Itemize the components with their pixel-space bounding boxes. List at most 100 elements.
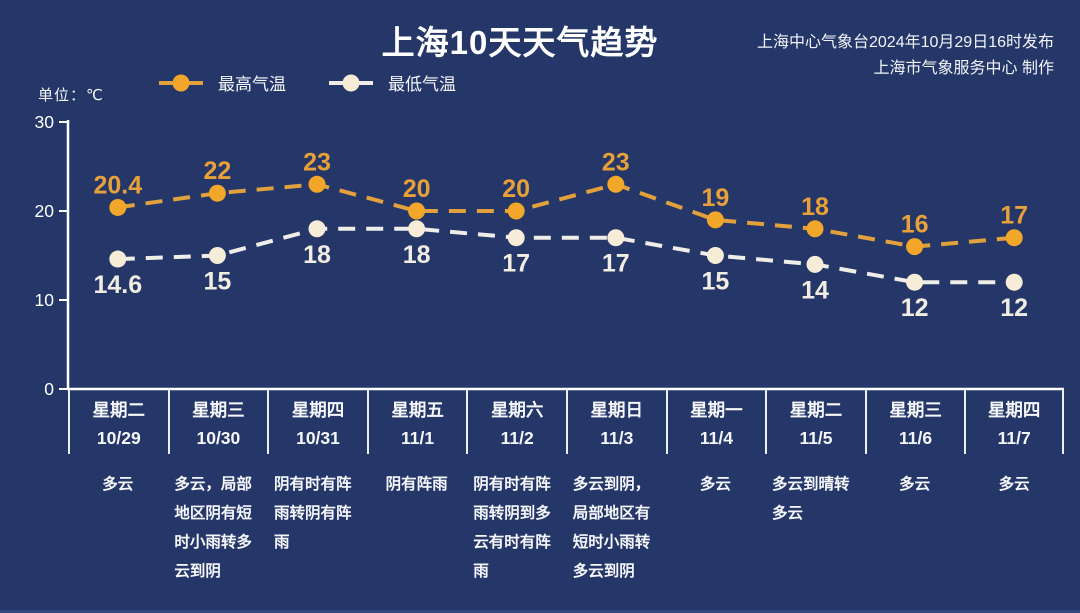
date-label: 10/30 (196, 428, 241, 448)
weekday-label: 星期四 (291, 400, 345, 420)
high-temp-value-label: 23 (303, 148, 331, 176)
low-temp-point (308, 220, 326, 238)
x-axis-weather-labels: 多云 多云，局部地区阴有短时小雨转多云到阴 阴有时有阵雨转阴有阵雨 阴有阵雨 阴有时有阵… (68, 456, 1064, 586)
low-temp-point (1005, 273, 1023, 291)
unit-label: 单位：℃ (38, 87, 104, 104)
date-label: 11/1 (401, 428, 435, 448)
low-temp-value-label: 18 (403, 241, 431, 269)
bottom-accent-strip (0, 610, 1080, 613)
day-date-cell: 星期三 10/30 (167, 390, 268, 454)
low-temp-point (607, 229, 625, 247)
weather-cell: 多云 (865, 456, 965, 586)
weather-cell: 阴有时有阵雨转阴到多云有时有阵雨 (466, 456, 566, 586)
high-temp-point (806, 220, 824, 238)
weekday-label: 星期二 (789, 400, 843, 420)
weather-cell: 多云，局部地区阴有短时小雨转多云到阴 (168, 456, 268, 586)
weekday-label: 星期三 (889, 400, 942, 420)
high-temp-value-label: 17 (1000, 202, 1028, 230)
day-date-cell: 星期二 10/29 (68, 390, 168, 454)
high-temp-point (208, 184, 226, 202)
high-temp-value-label: 19 (701, 184, 729, 212)
low-temp-value-label: 15 (203, 268, 231, 296)
day-date-cell: 星期五 11/1 (366, 390, 467, 454)
weather-cell: 多云 (666, 456, 766, 586)
low-temp-point (208, 247, 226, 264)
date-label: 11/4 (699, 428, 733, 448)
low-temp-value-label: 12 (901, 294, 929, 322)
weather-description: 多云 (998, 476, 1030, 493)
source-info: 上海中心气象台2024年10月29日16时发布 上海市气象服务中心 制作 (757, 30, 1054, 82)
weekday-label: 星期四 (987, 400, 1041, 420)
day-date-cell: 星期六 11/2 (466, 390, 566, 454)
date-label: 11/6 (899, 428, 933, 448)
y-axis-tick-label: 20 (35, 201, 55, 221)
low-temp-legend-marker-icon (329, 74, 373, 91)
weather-description: 多云到晴转多云 (771, 476, 850, 522)
low-temp-value-label: 14 (801, 276, 829, 304)
low-temp-value-label: 15 (701, 268, 729, 296)
high-temp-value-label: 16 (901, 211, 929, 239)
high-temp-value-label: 20 (502, 175, 530, 203)
low-temp-point (507, 229, 525, 247)
date-label: 10/29 (96, 428, 141, 448)
legend-item-high-temp[interactable]: 最高气温 (158, 70, 286, 95)
weekday-label: 星期日 (590, 400, 644, 420)
weather-description: 多云，局部地区阴有短时小雨转多云到阴 (174, 476, 252, 580)
weather-cell: 多云到阴，局部地区有短时小雨转多云到阴 (566, 456, 666, 586)
high-temp-line (117, 182, 1015, 249)
high-temp-point (1005, 229, 1023, 247)
weather-description: 多云 (699, 476, 731, 493)
low-temp-value-label: 17 (602, 250, 630, 278)
weather-cell: 多云 (68, 456, 168, 586)
legend-label-low-temp: 最低气温 (388, 75, 456, 94)
legend-label-high-temp: 最高气温 (218, 75, 286, 94)
high-temp-value-label: 20 (403, 175, 431, 203)
source-line-2: 上海市气象服务中心 制作 (873, 60, 1054, 77)
day-date-cell: 星期二 11/5 (765, 390, 865, 454)
weekday-label: 星期五 (391, 400, 444, 420)
weather-description: 多云到阴，局部地区有短时小雨转多云到阴 (572, 476, 651, 580)
day-date-cell: 星期三 11/6 (864, 390, 965, 454)
high-temp-point (507, 202, 525, 220)
low-temp-point (408, 220, 426, 238)
low-temp-value-label: 18 (303, 241, 331, 269)
weekday-label: 星期一 (690, 400, 743, 420)
weather-description: 阴有时有阵雨转阴有阵雨 (273, 476, 352, 551)
y-axis-tick-label: 30 (35, 112, 55, 132)
weekday-label: 星期三 (192, 400, 245, 420)
weather-description: 多云 (899, 476, 931, 493)
chart-legend: 最高气温 最低气温 (158, 70, 456, 95)
low-temp-value-label: 14.6 (93, 271, 142, 299)
high-temp-value-label: 20.4 (93, 171, 142, 199)
weather-description: 阴有时有阵雨转阴到多云有时有阵雨 (473, 476, 551, 580)
high-temp-point (109, 198, 127, 216)
high-temp-point (706, 211, 724, 229)
high-temp-point (607, 175, 625, 193)
high-temp-value-label: 22 (203, 157, 231, 185)
low-temp-point (806, 255, 824, 273)
date-label: 11/5 (799, 428, 833, 448)
x-axis-day-labels: 星期二 10/29 星期三 10/30 星期四 10/31 星期五 11/1 星期六 11/2 星期… (68, 390, 1064, 454)
day-date-cell: 星期四 10/31 (267, 390, 367, 454)
page-title: 上海10天天气趋势 (381, 24, 659, 61)
y-axis-tick-label: 10 (35, 290, 55, 310)
y-axis-tick-label: 0 (44, 379, 54, 399)
high-temp-value-label: 18 (801, 193, 829, 221)
weekday-label: 星期二 (92, 400, 146, 420)
high-temp-point (906, 238, 924, 256)
high-temp-legend-marker-icon (159, 74, 203, 91)
date-label: 11/3 (600, 428, 634, 448)
high-temp-value-label: 23 (602, 148, 630, 176)
date-label: 11/2 (500, 428, 534, 448)
weekday-label: 星期六 (490, 400, 544, 420)
legend-item-low-temp[interactable]: 最低气温 (328, 70, 456, 95)
source-line-1: 上海中心气象台2024年10月29日16时发布 (757, 34, 1054, 51)
low-temp-point (706, 247, 724, 264)
day-date-cell: 星期一 11/4 (665, 390, 766, 454)
high-temp-point (408, 202, 426, 220)
weather-cell: 多云到晴转多云 (765, 456, 865, 586)
date-label: 10/31 (296, 428, 340, 448)
weather-cell: 阴有时有阵雨转阴有阵雨 (267, 456, 367, 586)
